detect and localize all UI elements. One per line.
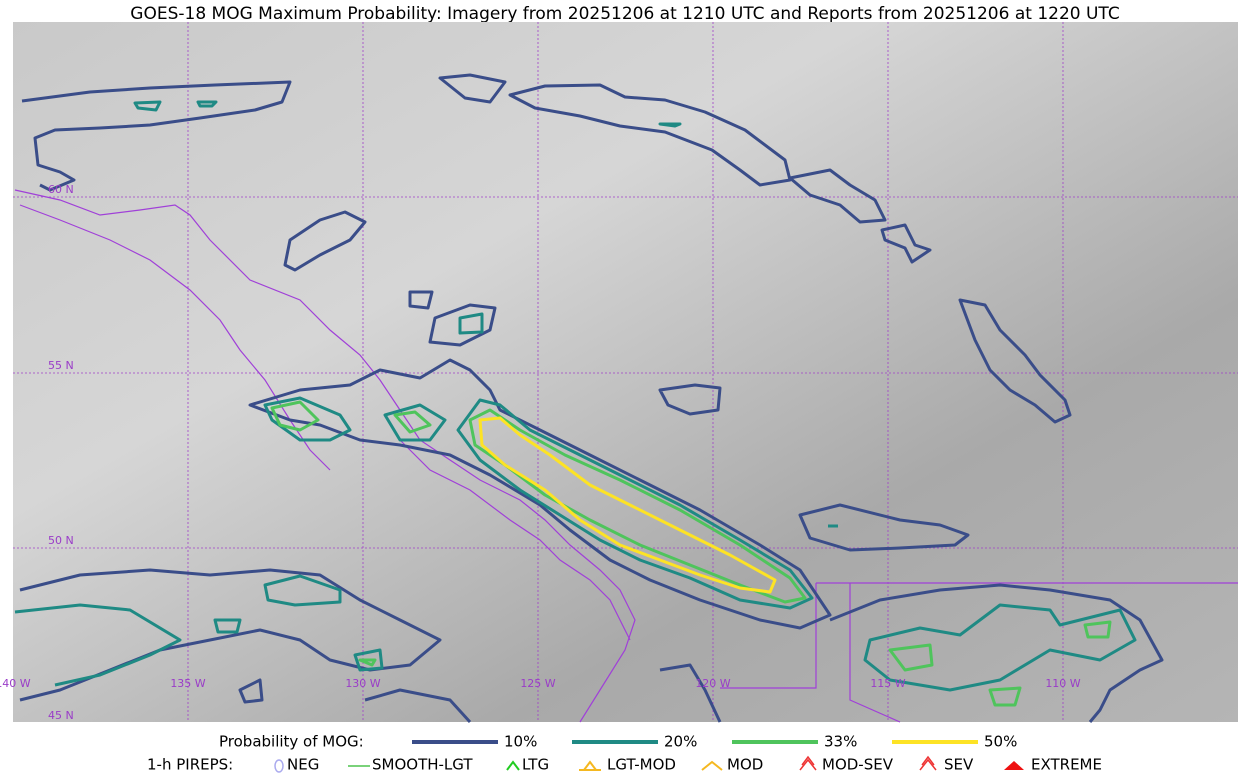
legend-label: EXTREME <box>1031 756 1102 774</box>
legend-label: 20% <box>664 733 697 751</box>
legend-label: 50% <box>984 733 1017 751</box>
legend-label: LGT-MOD <box>607 756 676 774</box>
lon-label: 130 W <box>345 677 380 690</box>
legend-label: MOD <box>727 756 763 774</box>
lat-label: 55 N <box>48 359 74 372</box>
lon-label: 125 W <box>520 677 555 690</box>
lon-label: 135 W <box>170 677 205 690</box>
legend: Probability of MOG: 10% 20% 33% 50% 1-h PIR… <box>147 733 1102 774</box>
lat-label: 50 N <box>48 534 74 547</box>
lon-label: 115 W <box>870 677 905 690</box>
legend-label: SEV <box>944 756 974 774</box>
title: GOES-18 MOG Maximum Probability: Imagery… <box>130 4 1119 24</box>
grid-labels: 60 N 55 N 50 N 45 N 140 W 135 W 130 W 125 W 120 … <box>0 183 1081 722</box>
legend-title: 1-h PIREPS: <box>147 756 233 774</box>
lon-label: 110 W <box>1045 677 1080 690</box>
mog-contours <box>14 73 1164 724</box>
lat-label: 45 N <box>48 709 74 722</box>
legend-label: NEG <box>287 756 319 774</box>
map: 60 N 55 N 50 N 45 N 140 W 135 W 130 W 125 W 120 … <box>0 22 1238 724</box>
legend-label: 10% <box>504 733 537 751</box>
lat-label: 60 N <box>48 183 74 196</box>
legend-label: SMOOTH-LGT <box>372 756 473 774</box>
pirep-icons <box>274 755 1024 773</box>
legend-label: MOD-SEV <box>822 756 894 774</box>
satellite-image <box>13 22 1238 722</box>
legend-title: Probability of MOG: <box>219 733 364 751</box>
lon-label: 120 W <box>695 677 730 690</box>
legend-label: 33% <box>824 733 857 751</box>
lon-label: 140 W <box>0 677 31 690</box>
legend-label: LTG <box>522 756 549 774</box>
